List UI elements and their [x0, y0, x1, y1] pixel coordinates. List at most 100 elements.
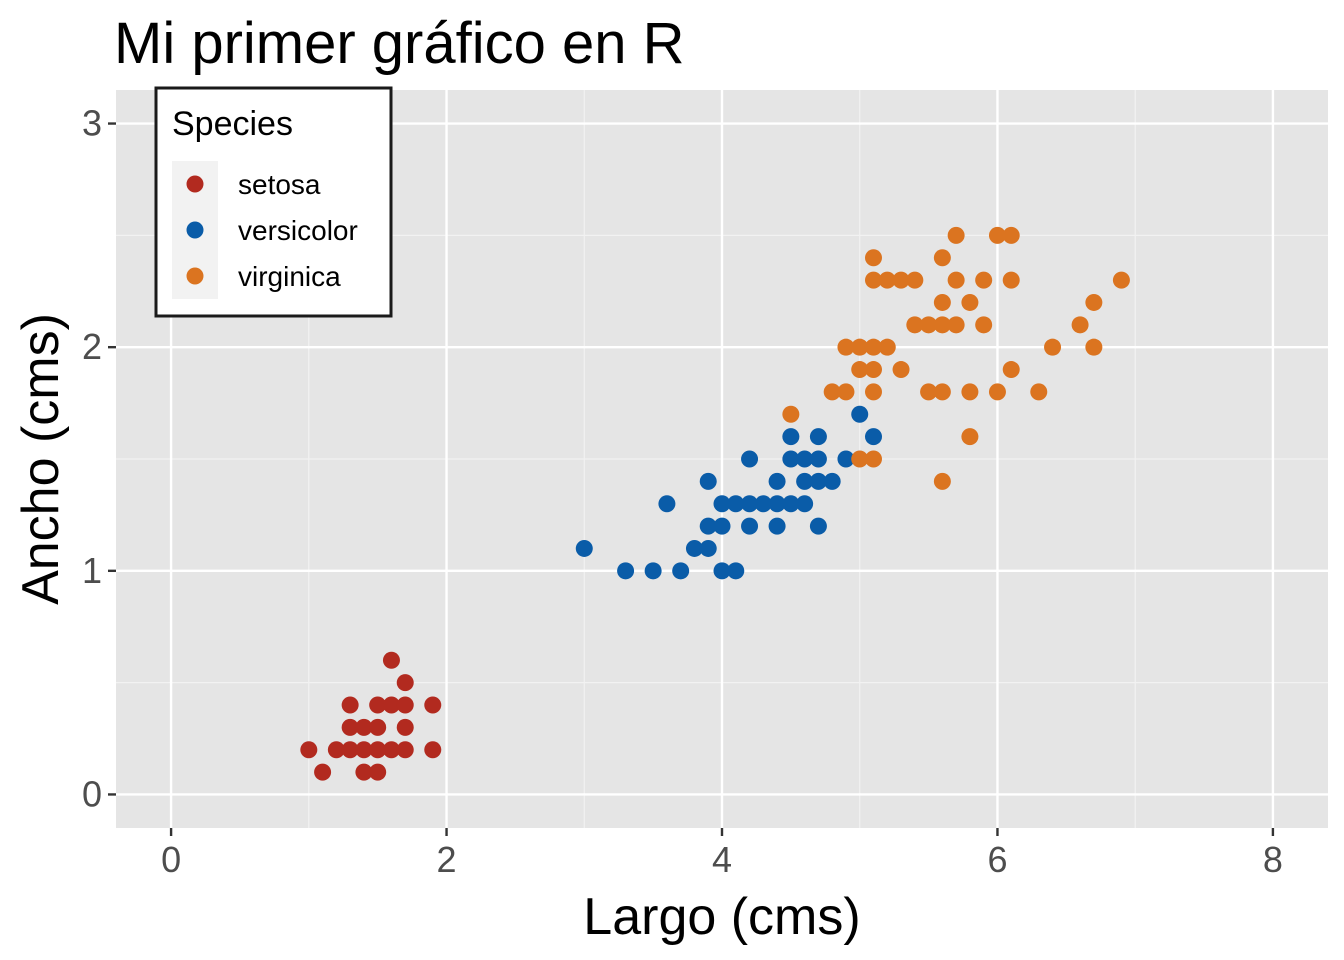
data-point-versicolor [644, 562, 662, 580]
data-point-setosa [369, 718, 387, 736]
data-point-virginica [1112, 271, 1130, 289]
data-point-virginica [933, 293, 951, 311]
data-point-virginica [865, 338, 882, 356]
data-point-setosa [396, 741, 414, 759]
data-point-virginica [865, 383, 882, 401]
y-tick-label: 1 [82, 550, 102, 591]
data-point-virginica [933, 383, 951, 401]
data-point-virginica [988, 226, 1006, 244]
data-point-virginica [1002, 226, 1020, 244]
y-axis: 0 1 2 3 [82, 103, 116, 814]
data-point-versicolor [823, 472, 841, 490]
data-point-versicolor [782, 450, 800, 468]
data-point-versicolor [713, 495, 731, 513]
data-point-virginica [865, 271, 882, 289]
data-point-virginica [782, 405, 800, 423]
data-point-virginica [933, 472, 951, 490]
legend-title: Species [172, 105, 293, 143]
x-tick-label: 8 [1263, 839, 1283, 880]
y-axis-title: Ancho (cms) [12, 313, 70, 605]
data-point-setosa [369, 696, 387, 714]
x-tick-label: 4 [712, 839, 732, 880]
data-point-virginica [920, 383, 938, 401]
data-point-setosa [355, 718, 373, 736]
data-point-virginica [961, 428, 979, 446]
data-point-setosa [355, 741, 373, 759]
data-point-versicolor [713, 517, 731, 535]
x-axis: 0 2 4 6 8 [161, 828, 1283, 880]
data-point-versicolor [796, 450, 814, 468]
legend: Species setosa versicolor virginica [154, 86, 393, 318]
data-point-virginica [961, 293, 979, 311]
data-point-versicolor [768, 517, 786, 535]
data-point-virginica [878, 338, 896, 356]
data-point-virginica [961, 383, 979, 401]
data-point-versicolor [796, 472, 814, 490]
data-point-versicolor [685, 539, 703, 557]
x-tick-label: 2 [437, 839, 457, 880]
data-point-setosa [382, 696, 400, 714]
data-point-versicolor [617, 562, 635, 580]
data-point-versicolor [809, 450, 827, 468]
data-point-virginica [851, 361, 869, 379]
chart-title: Mi primer gráfico en R [114, 11, 684, 76]
data-point-versicolor [782, 428, 800, 446]
data-point-virginica [851, 450, 869, 468]
data-point-versicolor [699, 539, 717, 557]
data-point-virginica [933, 316, 951, 334]
data-point-versicolor [699, 517, 717, 535]
data-point-virginica [1002, 271, 1020, 289]
data-point-setosa [314, 763, 332, 781]
data-point-versicolor [837, 450, 855, 468]
data-point-setosa [382, 741, 400, 759]
data-point-setosa [327, 741, 345, 759]
data-point-virginica [865, 249, 882, 267]
data-point-virginica [1044, 338, 1062, 356]
data-point-virginica [947, 271, 965, 289]
data-point-virginica [1002, 361, 1020, 379]
data-point-setosa [355, 763, 373, 781]
data-point-virginica [975, 316, 993, 334]
data-point-virginica [1071, 316, 1089, 334]
data-point-setosa [341, 718, 359, 736]
data-point-setosa [396, 674, 414, 692]
data-point-versicolor [809, 517, 827, 535]
data-point-virginica [851, 338, 869, 356]
data-point-setosa [300, 741, 318, 759]
data-point-versicolor [782, 495, 800, 513]
legend-marker-virginica [186, 267, 204, 285]
legend-label-setosa: setosa [238, 169, 321, 200]
data-point-versicolor [768, 472, 786, 490]
x-axis-title: Largo (cms) [583, 888, 860, 946]
data-point-versicolor [741, 495, 759, 513]
data-point-versicolor [851, 405, 869, 423]
data-point-virginica [837, 338, 855, 356]
x-tick-label: 0 [161, 839, 181, 880]
legend-label-versicolor: versicolor [238, 215, 358, 246]
data-point-setosa [341, 741, 359, 759]
legend-label-virginica: virginica [238, 261, 341, 292]
data-point-versicolor [768, 495, 786, 513]
data-point-setosa [341, 696, 359, 714]
data-point-versicolor [741, 450, 759, 468]
data-point-virginica [865, 450, 882, 468]
data-point-versicolor [741, 517, 759, 535]
data-point-versicolor [865, 428, 882, 446]
data-point-setosa [424, 696, 442, 714]
legend-marker-setosa [186, 175, 204, 193]
data-point-versicolor [727, 562, 745, 580]
data-point-setosa [369, 763, 387, 781]
data-point-versicolor [809, 428, 827, 446]
data-point-virginica [865, 361, 882, 379]
data-point-virginica [947, 316, 965, 334]
data-point-virginica [906, 271, 924, 289]
x-tick-label: 6 [987, 839, 1007, 880]
data-point-versicolor [672, 562, 690, 580]
data-point-virginica [920, 316, 938, 334]
data-point-versicolor [658, 495, 676, 513]
data-point-versicolor [727, 495, 745, 513]
data-point-setosa [396, 696, 414, 714]
legend-items: setosa versicolor virginica [172, 161, 358, 299]
data-point-virginica [906, 316, 924, 334]
